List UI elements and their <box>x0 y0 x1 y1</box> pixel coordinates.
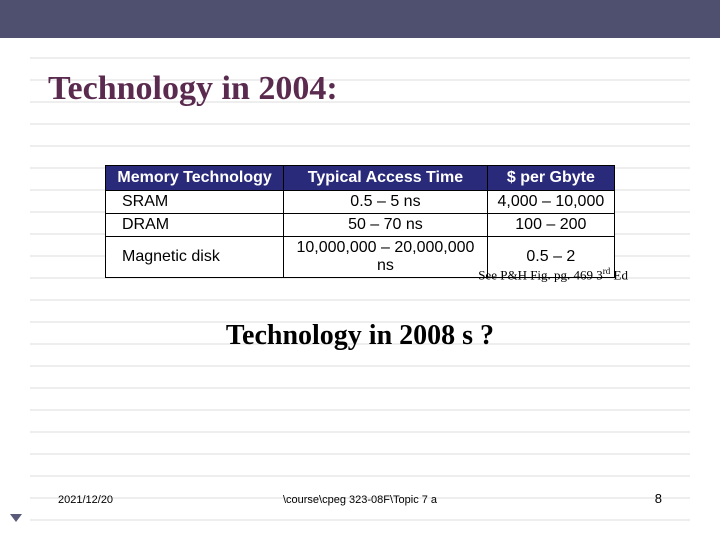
figure-caption: See P&H Fig. pg. 469 3rd Ed <box>478 266 628 283</box>
caption-suffix: Ed <box>610 267 628 282</box>
table-header-row: Memory TechnologyTypical Access Time$ pe… <box>106 166 615 191</box>
memory-table-wrap: Memory TechnologyTypical Access Time$ pe… <box>105 165 615 278</box>
caption-prefix: See P&H Fig. pg. 469 3 <box>478 267 603 282</box>
sub-title: Technology in 2008 s ? <box>0 320 720 352</box>
table-cell: DRAM <box>106 214 284 237</box>
table-cell: Magnetic disk <box>106 237 284 278</box>
table-cell: 10,000,000 – 20,000,000 ns <box>284 237 488 278</box>
table-header-cell: Typical Access Time <box>284 166 488 191</box>
page-title: Technology in 2004: <box>48 70 338 108</box>
table-cell: 50 – 70 ns <box>284 214 488 237</box>
footer-page-number: 8 <box>655 491 662 506</box>
table-header-cell: Memory Technology <box>106 166 284 191</box>
top-bar <box>0 0 720 38</box>
corner-caret-icon <box>10 514 22 522</box>
ruled-background <box>0 38 720 540</box>
table-cell: 100 – 200 <box>487 214 614 237</box>
footer-path: \course\cpeg 323-08F\Topic 7 a <box>0 494 720 506</box>
table-row: DRAM50 – 70 ns100 – 200 <box>106 214 615 237</box>
table-cell: 0.5 – 5 ns <box>284 191 488 214</box>
table-header-cell: $ per Gbyte <box>487 166 614 191</box>
table-row: SRAM0.5 – 5 ns4,000 – 10,000 <box>106 191 615 214</box>
table-cell: 4,000 – 10,000 <box>487 191 614 214</box>
table-cell: SRAM <box>106 191 284 214</box>
memory-table: Memory TechnologyTypical Access Time$ pe… <box>105 165 615 278</box>
